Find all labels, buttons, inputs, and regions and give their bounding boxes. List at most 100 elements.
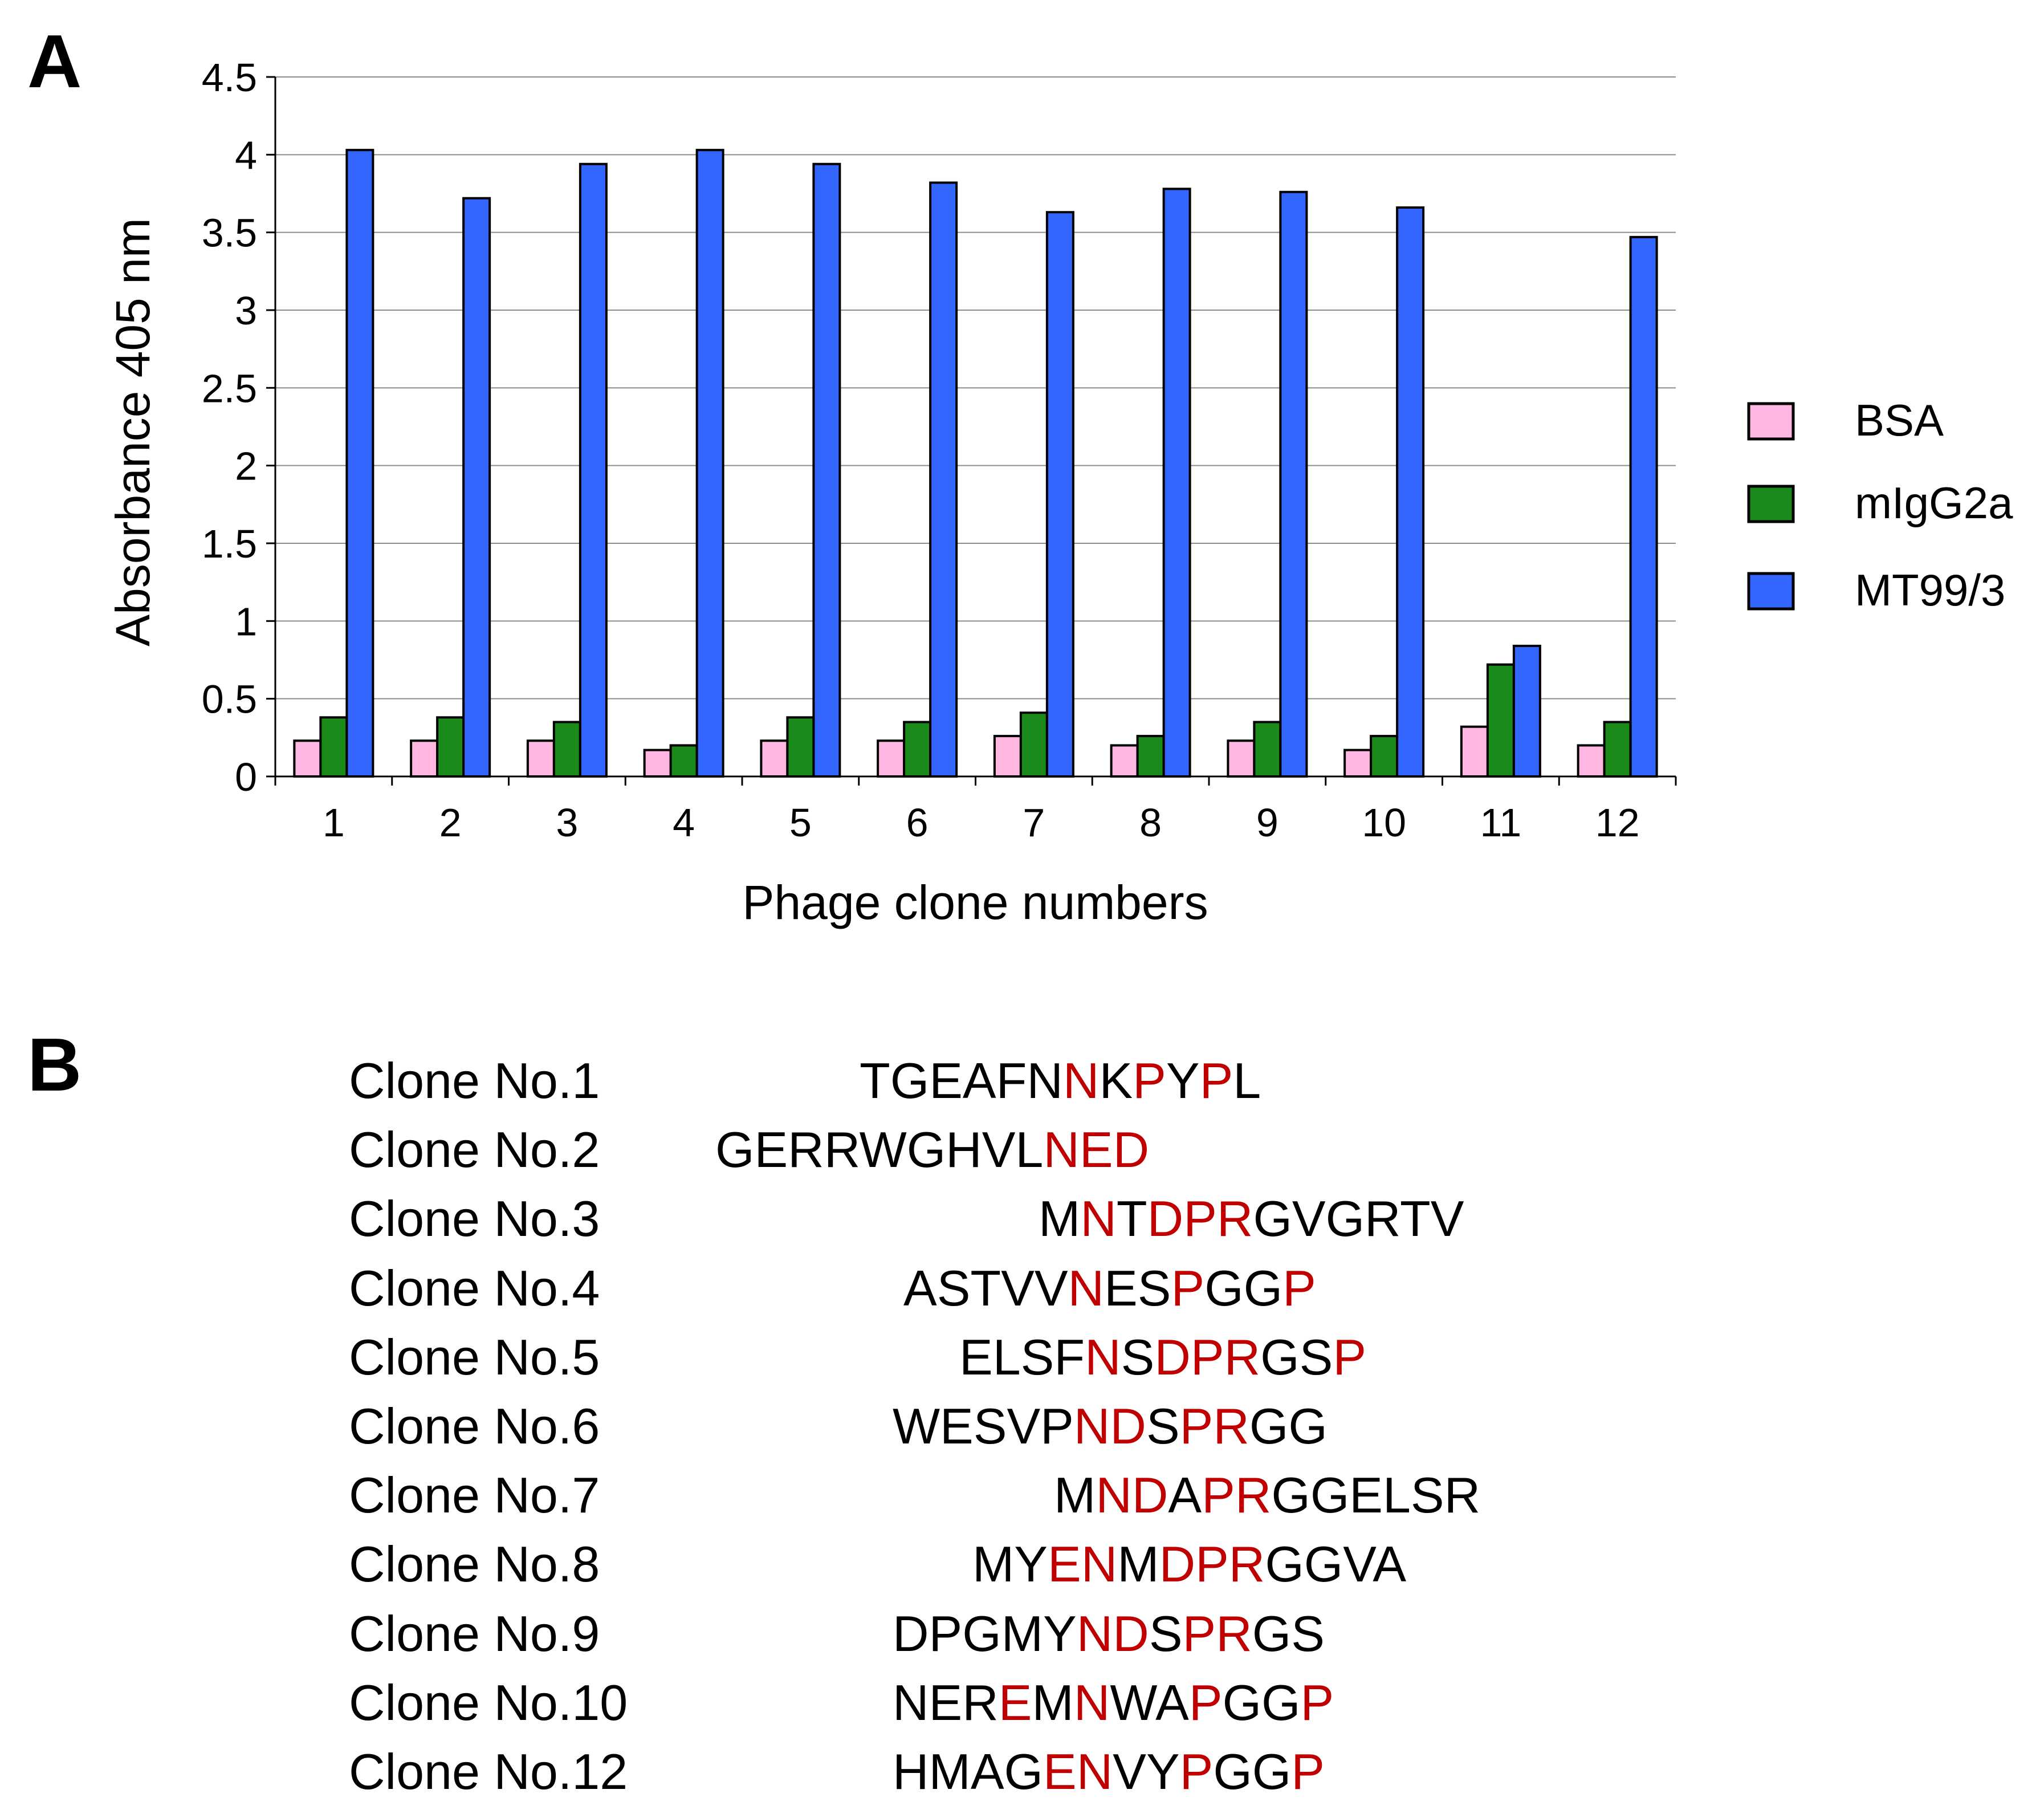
conserved-residue: ND	[1096, 1467, 1168, 1524]
conserved-residue: EN	[1048, 1536, 1118, 1593]
conserved-residue: P	[1188, 1674, 1223, 1731]
bar-mt99-3-clone-7	[1045, 211, 1074, 778]
residue-segment: GG	[1204, 1259, 1283, 1316]
bar-mt99-3-clone-3	[579, 162, 608, 778]
bar-migg2a-clone-1	[319, 716, 348, 778]
y-tick-label: 2	[235, 444, 257, 489]
residue-segment: S	[1121, 1328, 1155, 1385]
bar-bsa-clone-10	[1343, 749, 1373, 778]
residue-segment: GGELSR	[1271, 1467, 1481, 1524]
residue-segment: GG	[1222, 1674, 1301, 1731]
residue-segment: A	[1168, 1467, 1202, 1524]
bar-migg2a-clone-3	[552, 721, 581, 778]
bar-bsa-clone-6	[877, 739, 906, 778]
panel-b-label: B	[27, 1023, 82, 1107]
residue-segment: ES	[1104, 1259, 1171, 1316]
clone-label: Clone No.8	[349, 1536, 600, 1593]
conserved-residue: PR	[1182, 1605, 1252, 1662]
clone-label: Clone No.2	[349, 1121, 600, 1178]
clone-label: Clone No.12	[349, 1743, 628, 1800]
x-tick-label: 7	[1023, 800, 1045, 845]
bar-bsa-clone-5	[760, 739, 789, 778]
bar-mt99-3-clone-9	[1279, 190, 1308, 778]
y-tick-label: 4	[235, 133, 257, 177]
residue-segment: GERRWGHVL	[715, 1121, 1044, 1178]
bar-migg2a-clone-12	[1603, 721, 1632, 778]
residue-segment: K	[1099, 1052, 1133, 1109]
conserved-residue: P	[1282, 1259, 1316, 1316]
bar-bsa-clone-8	[1110, 744, 1139, 778]
panel-a-label: A	[27, 19, 82, 103]
bar-migg2a-clone-10	[1370, 735, 1399, 778]
y-tick-label: 0	[235, 755, 257, 799]
conserved-residue: N	[1080, 1190, 1117, 1247]
residue-segment: M	[1117, 1536, 1159, 1593]
bar-mt99-3-clone-1	[345, 149, 374, 778]
bar-mt99-3-clone-4	[695, 149, 724, 778]
conserved-residue: P	[1179, 1743, 1214, 1800]
bar-mt99-3-clone-6	[929, 181, 958, 778]
bar-migg2a-clone-5	[786, 716, 815, 778]
y-tick-label: 1	[235, 599, 257, 644]
peptide-sequence: HMAGENVYPGGP	[893, 1747, 1325, 1797]
clone-label: Clone No.4	[349, 1259, 600, 1316]
conserved-residue: PR	[1202, 1467, 1272, 1524]
x-tick-label: 2	[439, 800, 462, 845]
bar-bsa-clone-2	[410, 739, 439, 778]
conserved-residue: P	[1333, 1328, 1367, 1385]
legend-label-bsa: BSA	[1855, 395, 1944, 445]
bar-chart: 00.511.522.533.544.51 2 3 4 5 6 7 8 9 10 11 12Phage…	[106, 55, 2013, 929]
bar-migg2a-clone-2	[436, 716, 465, 778]
y-tick-label: 1.5	[202, 522, 257, 566]
bar-bsa-clone-4	[643, 749, 672, 778]
peptide-sequence: NEREMNWAPGGP	[893, 1677, 1334, 1728]
legend-label-migg2a: mIgG2a	[1855, 478, 2013, 528]
x-tick-label: 6	[906, 800, 929, 845]
clone-label: Clone No.1	[349, 1052, 600, 1109]
bar-migg2a-clone-9	[1253, 721, 1282, 778]
x-tick-label: 11	[1480, 800, 1522, 845]
bar-mt99-3-clone-12	[1629, 235, 1658, 778]
conserved-residue: P	[1199, 1052, 1233, 1109]
x-tick-label: 9	[1256, 800, 1278, 845]
peptide-sequence: ELSFNSDPRGSP	[959, 1332, 1366, 1382]
bar-mt99-3-clone-5	[812, 162, 841, 778]
clone-label: Clone No.6	[349, 1398, 600, 1454]
conserved-residue: DPR	[1159, 1536, 1265, 1593]
y-tick-label: 2.5	[202, 366, 257, 410]
residue-segment: GG	[1249, 1398, 1328, 1454]
residue-segment: VY	[1113, 1743, 1180, 1800]
peptide-sequence: WESVPNDSPRGG	[893, 1401, 1328, 1451]
clone-label: Clone No.9	[349, 1605, 600, 1662]
clone-label: Clone No.3	[349, 1190, 600, 1247]
x-tick-label: 10	[1362, 800, 1406, 845]
conserved-residue: PR	[1179, 1398, 1249, 1454]
legend-label-mt99-3: MT99/3	[1855, 565, 2005, 615]
residue-segment: T	[1116, 1190, 1147, 1247]
residue-segment: WA	[1110, 1674, 1189, 1731]
residue-segment: ASTVV	[903, 1259, 1068, 1316]
clone-label: Clone No.10	[349, 1674, 628, 1731]
bar-migg2a-clone-6	[903, 721, 932, 778]
conserved-residue: P	[1171, 1259, 1205, 1316]
bar-migg2a-clone-4	[669, 744, 698, 778]
peptide-sequence: GERRWGHVLNED	[715, 1125, 1149, 1175]
residue-segment: DPGMY	[893, 1605, 1077, 1662]
residue-segment: M	[1054, 1467, 1096, 1524]
conserved-residue: N	[1073, 1674, 1110, 1731]
conserved-residue: P	[1133, 1052, 1166, 1109]
y-tick-label: 4.5	[202, 55, 257, 100]
residue-segment: GVGRTV	[1253, 1190, 1464, 1247]
bar-mt99-3-clone-10	[1396, 206, 1425, 778]
x-tick-label: 12	[1595, 800, 1640, 845]
clone-label: Clone No.5	[349, 1328, 600, 1385]
legend-swatch-mt99-3	[1747, 572, 1795, 611]
peptide-sequence: ASTVVNESPGGP	[903, 1263, 1316, 1313]
residue-segment: GGVA	[1265, 1536, 1407, 1593]
bar-mt99-3-clone-2	[462, 197, 491, 778]
conserved-residue: N	[1085, 1328, 1121, 1385]
peptide-sequence: MNDAPRGGELSR	[1054, 1470, 1480, 1520]
conserved-residue: E	[998, 1674, 1032, 1731]
x-tick-label: 4	[673, 800, 695, 845]
legend-swatch-migg2a	[1747, 485, 1795, 523]
